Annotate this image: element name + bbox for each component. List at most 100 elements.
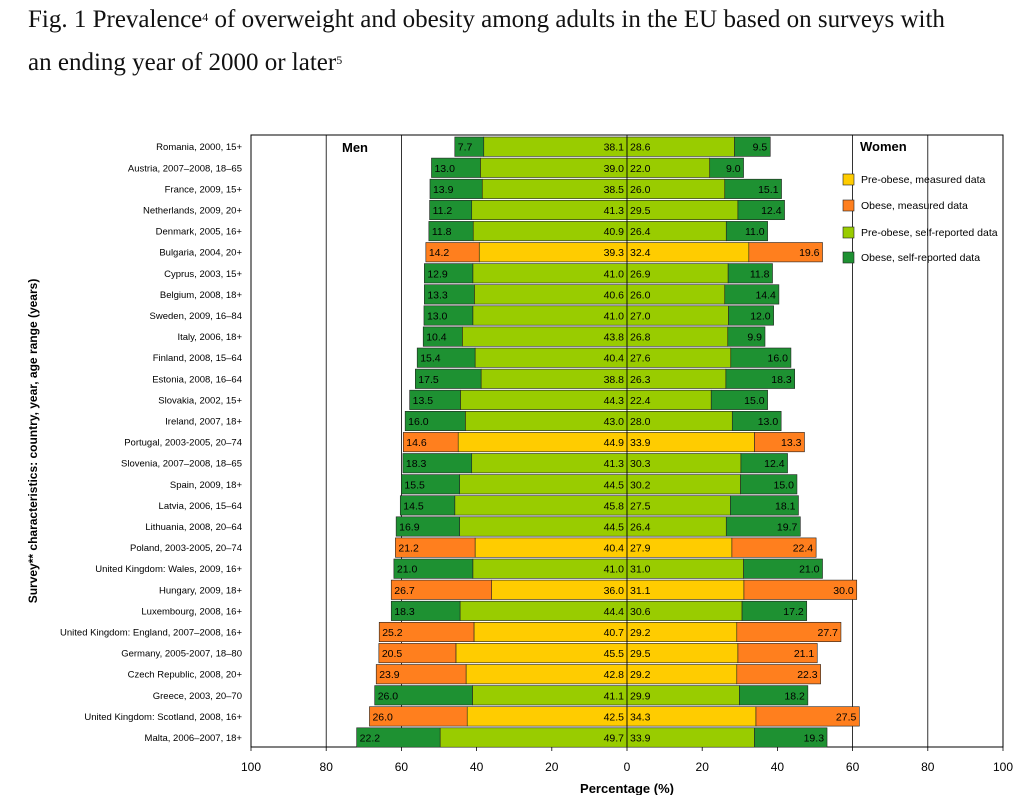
bar-women-obese bbox=[736, 664, 821, 685]
bar-women-obese bbox=[748, 242, 823, 263]
label-women-pre-obese: 26.3 bbox=[630, 374, 651, 386]
bar-men-obese bbox=[390, 579, 492, 600]
label-women-pre-obese: 29.2 bbox=[630, 627, 651, 639]
label-women-pre-obese: 30.2 bbox=[630, 479, 651, 491]
bar-men-pre-obese bbox=[454, 495, 628, 516]
y-axis-title: Survey** characteristics: country, year,… bbox=[26, 279, 40, 604]
label-men-pre-obese: 44.4 bbox=[604, 606, 625, 618]
label-men-obese: 15.5 bbox=[404, 479, 425, 491]
label-women-obese: 9.0 bbox=[726, 163, 741, 175]
bar-women-obese bbox=[737, 200, 785, 221]
label-women-obese: 12.4 bbox=[761, 205, 782, 217]
label-women-obese: 30.0 bbox=[833, 585, 854, 597]
x-tick-label: 60 bbox=[395, 760, 409, 774]
men-panel-label: Men bbox=[342, 140, 368, 155]
label-men-pre-obese: 39.0 bbox=[604, 163, 625, 175]
label-men-obese: 22.2 bbox=[360, 733, 381, 745]
x-tick-label: 80 bbox=[921, 760, 935, 774]
category-label: Ireland, 2007, 18+ bbox=[165, 417, 242, 428]
category-label: Portugal, 2003-2005, 20–74 bbox=[124, 438, 242, 449]
label-men-obese: 26.0 bbox=[372, 711, 393, 723]
bar-women-obese bbox=[724, 284, 780, 305]
bar-women-obese bbox=[725, 221, 768, 242]
category-label: Belgium, 2008, 18+ bbox=[160, 290, 243, 301]
label-men-pre-obese: 44.3 bbox=[604, 395, 625, 407]
label-women-pre-obese: 32.4 bbox=[630, 247, 651, 259]
label-men-pre-obese: 45.8 bbox=[604, 500, 625, 512]
legend-label: Obese, self-reported data bbox=[861, 252, 980, 264]
bar-men-obese bbox=[356, 727, 441, 748]
bar-women-obese bbox=[737, 643, 818, 664]
label-men-pre-obese: 42.5 bbox=[604, 711, 625, 723]
label-men-obese: 14.6 bbox=[406, 437, 427, 449]
label-women-obese: 9.9 bbox=[747, 332, 762, 344]
category-label: Spain, 2009, 18+ bbox=[170, 480, 243, 491]
label-men-obese: 25.2 bbox=[382, 627, 403, 639]
bar-men-obese bbox=[369, 706, 468, 727]
legend-label: Obese, measured data bbox=[861, 200, 968, 212]
category-label: Hungary, 2009, 18+ bbox=[159, 585, 242, 596]
bar-men-obese bbox=[393, 558, 474, 579]
bar-women-obese bbox=[743, 579, 858, 600]
category-label: Slovenia, 2007–2008, 18–65 bbox=[121, 459, 242, 470]
bar-women-obese bbox=[730, 495, 799, 516]
label-women-obese: 19.7 bbox=[777, 522, 798, 534]
bar-men-obese bbox=[424, 284, 475, 305]
bar-women-obese bbox=[727, 326, 766, 347]
bar-men-obese bbox=[431, 157, 481, 178]
bar-women-obese bbox=[725, 516, 801, 537]
label-men-pre-obese: 36.0 bbox=[604, 585, 625, 597]
label-men-obese: 11.2 bbox=[433, 205, 453, 217]
bar-women-obese bbox=[740, 474, 798, 495]
label-men-obese: 13.9 bbox=[433, 184, 454, 196]
bar-women-obese bbox=[743, 558, 823, 579]
category-label: France, 2009, 15+ bbox=[165, 184, 243, 195]
label-men-obese: 11.8 bbox=[432, 226, 452, 238]
label-women-obese: 14.4 bbox=[755, 289, 776, 301]
category-label: Finland, 2008, 15–64 bbox=[153, 353, 242, 364]
label-men-obese: 21.2 bbox=[398, 543, 419, 555]
label-men-obese: 10.4 bbox=[426, 332, 447, 344]
category-label: Malta, 2006–2007, 18+ bbox=[145, 733, 243, 744]
title-footnote-4: 4 bbox=[202, 10, 209, 24]
bar-women-obese bbox=[709, 157, 744, 178]
bar-men-obese bbox=[395, 516, 460, 537]
bar-men-obese bbox=[409, 389, 461, 410]
label-women-obese: 18.3 bbox=[771, 374, 792, 386]
label-men-obese: 16.9 bbox=[399, 522, 420, 534]
label-women-pre-obese: 27.0 bbox=[630, 311, 651, 323]
label-women-obese: 11.0 bbox=[745, 226, 765, 238]
x-tick-labels: 100 80 60 40 20 0 20 40 60 80 100 bbox=[241, 747, 1013, 774]
bar-men-obese bbox=[454, 136, 485, 157]
label-women-pre-obese: 27.5 bbox=[630, 500, 651, 512]
x-tick-label: 80 bbox=[320, 760, 334, 774]
label-women-obese: 13.3 bbox=[781, 437, 802, 449]
label-men-pre-obese: 40.9 bbox=[604, 226, 625, 238]
bar-men-obese bbox=[425, 242, 480, 263]
bar-women-obese bbox=[725, 368, 795, 389]
label-men-obese: 26.0 bbox=[378, 690, 399, 702]
label-men-pre-obese: 41.0 bbox=[604, 311, 625, 323]
label-women-obese: 18.2 bbox=[784, 690, 805, 702]
bar-men-pre-obese bbox=[459, 600, 628, 621]
label-men-pre-obese: 45.5 bbox=[604, 648, 625, 660]
label-men-obese: 15.4 bbox=[420, 353, 441, 365]
x-tick-label: 60 bbox=[846, 760, 860, 774]
title-line1-b: of overweight and obesity among adults i… bbox=[208, 6, 945, 33]
label-men-obese: 17.5 bbox=[418, 374, 439, 386]
label-men-pre-obese: 44.5 bbox=[604, 479, 625, 491]
x-tick-label: 20 bbox=[545, 760, 559, 774]
label-men-obese: 7.7 bbox=[458, 142, 473, 154]
bar-men-obese bbox=[428, 221, 474, 242]
category-label: Latvia, 2006, 15–64 bbox=[159, 501, 242, 512]
legend-label: Pre-obese, measured data bbox=[861, 174, 985, 186]
label-men-pre-obese: 41.3 bbox=[604, 205, 625, 217]
label-men-pre-obese: 41.3 bbox=[604, 458, 625, 470]
label-men-pre-obese: 44.5 bbox=[604, 522, 625, 534]
label-men-pre-obese: 41.0 bbox=[604, 268, 625, 280]
bar-men-obese bbox=[404, 410, 466, 431]
label-women-pre-obese: 26.8 bbox=[630, 332, 651, 344]
label-women-obese: 27.5 bbox=[836, 711, 857, 723]
label-women-pre-obese: 29.5 bbox=[630, 648, 651, 660]
category-label: Poland, 2003-2005, 20–74 bbox=[130, 543, 242, 554]
